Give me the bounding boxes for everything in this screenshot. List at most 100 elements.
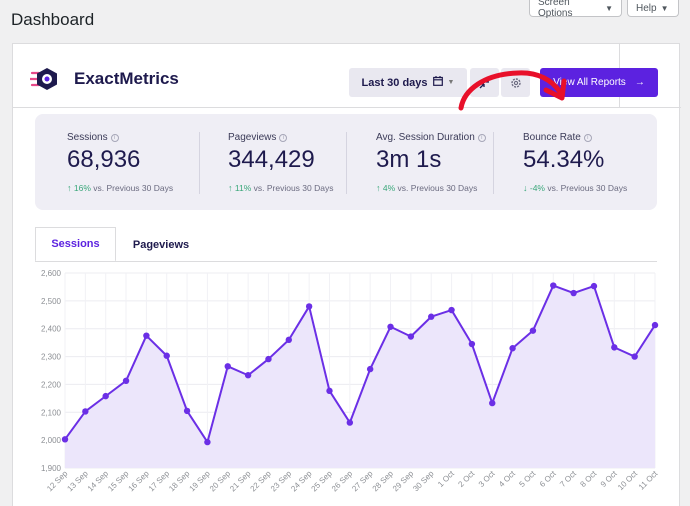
x-tick-label: 20 Sep (208, 469, 233, 494)
data-point (509, 345, 516, 352)
stat-compare: vs. Previous 30 Days (397, 183, 478, 193)
stat-value: 54.34% (523, 146, 605, 173)
sessions-chart-svg: 1,900 2,000 2,100 2,200 2,300 2,400 2,500 2,600… (41, 269, 660, 494)
stat-compare: vs. Previous 30 Days (93, 183, 174, 193)
info-icon[interactable]: i (110, 133, 119, 142)
caret-down-icon: ▼ (605, 3, 613, 13)
stat-change-pct: -4% (529, 183, 545, 193)
data-point (611, 344, 618, 351)
stat-change: ↓ -4% vs. Previous 30 Days (523, 183, 627, 193)
data-point (590, 282, 598, 290)
info-icon[interactable]: i (279, 133, 288, 142)
data-point (387, 323, 394, 330)
data-point (529, 327, 537, 334)
y-tick-label: 2,200 (41, 380, 62, 389)
x-tick-label: 30 Sep (411, 469, 436, 494)
data-point (631, 353, 638, 360)
data-point (428, 313, 435, 320)
data-point (285, 336, 292, 344)
stat-label: Pageviews i (228, 132, 288, 143)
info-icon[interactable]: i (477, 133, 486, 142)
tab-sessions[interactable]: Sessions (35, 227, 116, 262)
data-point (143, 332, 150, 339)
data-point (346, 419, 354, 426)
x-tick-label: 5 Oct (517, 469, 537, 489)
x-tick-label: 11 Oct (637, 469, 660, 492)
data-point (204, 438, 211, 446)
brand-name: ExactMetrics (74, 69, 179, 88)
screen-options-label: Screen Options (538, 0, 573, 19)
date-range-label: Last 30 days (361, 76, 428, 89)
stat-change-pct: 4% (382, 183, 396, 193)
stat-label-text: Pageviews (228, 132, 277, 143)
x-tick-label: 27 Sep (350, 469, 375, 494)
x-tick-label: 17 Sep (147, 469, 172, 494)
data-point (407, 333, 415, 340)
stat-label: Sessions i (67, 132, 119, 143)
help-label: Help (636, 2, 657, 14)
x-tick-label: 22 Sep (249, 469, 274, 494)
data-point (489, 399, 496, 407)
data-point (244, 372, 252, 379)
page-title: Dashboard (11, 10, 95, 29)
x-tick-label: 4 Oct (497, 469, 517, 489)
stat-divider (199, 132, 200, 194)
stat-compare: vs. Previous 30 Days (253, 183, 334, 193)
arrow-up-icon: ↑ (376, 183, 381, 193)
x-tick-label: 23 Sep (269, 469, 294, 494)
info-icon[interactable]: i (583, 133, 592, 142)
x-tick-label: 19 Sep (188, 469, 213, 494)
data-point (448, 306, 455, 314)
stat-change: ↑ 11% vs. Previous 30 Days (228, 183, 333, 193)
stat-label-text: Avg. Session Duration (376, 132, 475, 143)
stat-value: 68,936 (67, 146, 141, 173)
date-range-select[interactable]: Last 30 days ▼ (349, 68, 467, 97)
tab-pageviews[interactable]: Pageviews (132, 238, 190, 251)
screen-options-button[interactable]: Screen Options ▼ (529, 0, 622, 19)
stat-change-pct: 16% (73, 183, 91, 193)
data-point (61, 436, 69, 443)
x-tick-label: 14 Sep (86, 469, 111, 494)
y-tick-label: 2,000 (41, 436, 62, 445)
stat-divider (346, 132, 347, 194)
x-tick-label: 3 Oct (477, 469, 497, 489)
stat-label-text: Bounce Rate (523, 132, 581, 143)
arrow-up-icon: ↑ (67, 183, 72, 193)
data-point (265, 355, 272, 363)
x-tick-label: 16 Sep (126, 469, 151, 494)
sessions-chart: 1,900 2,000 2,100 2,200 2,300 2,400 2,500 2,600… (13, 264, 681, 506)
x-tick-label: 8 Oct (578, 469, 598, 489)
stat-change: ↑ 16% vs. Previous 30 Days (67, 183, 173, 193)
x-tick-label: 13 Sep (65, 469, 90, 494)
y-tick-label: 2,400 (41, 325, 62, 334)
stat-label: Avg. Session Duration i (376, 132, 486, 143)
stat-value: 344,429 (228, 146, 315, 173)
data-point (183, 407, 191, 415)
stats-panel: Sessions i 68,936 ↑ 16% vs. Previous 30 D… (35, 114, 657, 210)
x-tick-label: 21 Sep (228, 469, 253, 494)
data-point (163, 352, 170, 359)
arrow-down-icon: ↓ (523, 183, 528, 193)
data-point (102, 392, 109, 400)
stat-change-pct: 11% (234, 183, 252, 193)
view-all-reports-label: View All Reports (553, 77, 626, 88)
y-tick-label: 1,900 (41, 464, 62, 473)
widget-header (13, 44, 619, 108)
y-tick-label: 2,500 (41, 297, 62, 306)
x-tick-label: 28 Sep (371, 469, 396, 494)
stat-divider (493, 132, 494, 194)
help-button[interactable]: Help ▼ (627, 0, 679, 17)
exactmetrics-widget: ExactMetrics Last 30 days ▼ View All Rep… (12, 43, 681, 506)
x-tick-label: 10 Oct (616, 469, 640, 493)
arrow-right-icon: → (634, 77, 645, 88)
arrow-up-icon: ↑ (228, 183, 233, 193)
y-tick-label: 2,100 (41, 408, 62, 417)
series-line (64, 284, 656, 444)
x-tick-label: 18 Sep (167, 469, 192, 494)
x-tick-label: 29 Sep (391, 469, 416, 494)
x-tick-label: 26 Sep (330, 469, 355, 494)
data-point (305, 303, 313, 310)
y-tick-label: 2,300 (41, 353, 62, 362)
data-point (224, 363, 231, 370)
data-point (550, 282, 557, 289)
